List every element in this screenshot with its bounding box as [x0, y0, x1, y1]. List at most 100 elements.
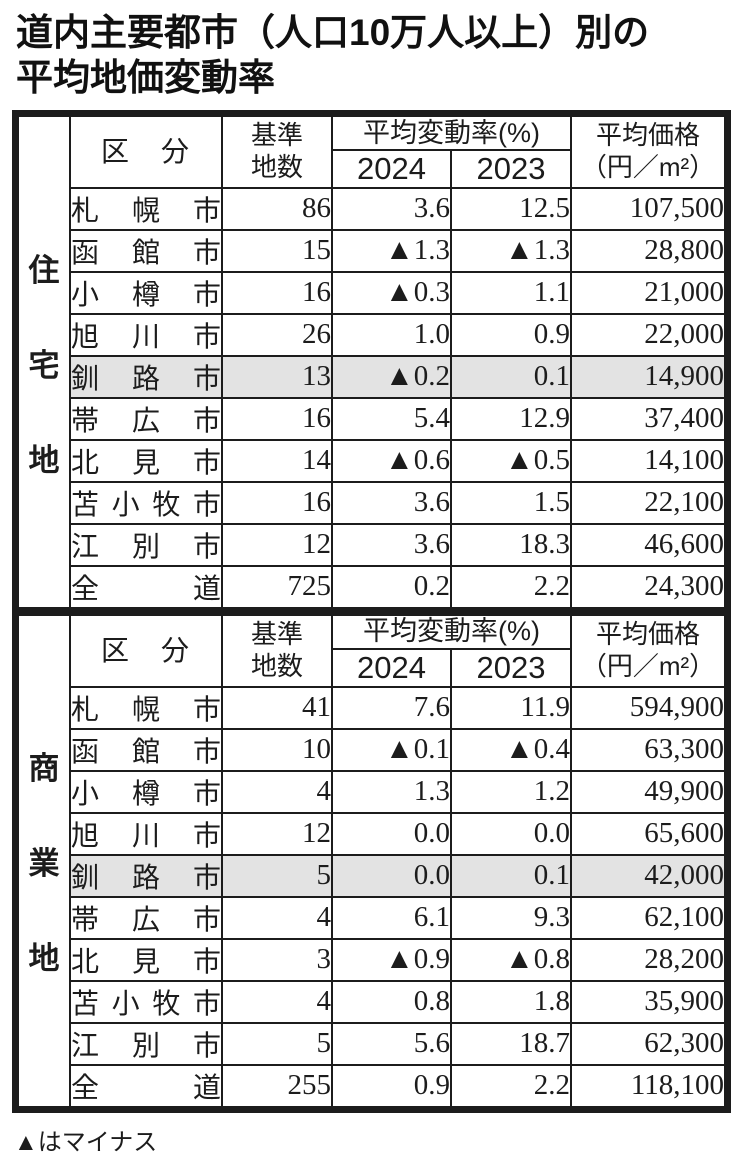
table-row: 旭川市 12 0.0 0.0 65,600 — [18, 811, 726, 856]
rate-2024-cell: 0.9 — [331, 1063, 452, 1108]
rate-2024-cell: 0.2 — [331, 564, 452, 609]
avg-price-line1: 平均価格 — [595, 618, 700, 649]
table-row: 小樽市 16 ▲0.3 1.1 21,000 — [18, 270, 726, 315]
table-header-row-1: 住宅地 区 分 基準 地数 平均変動率(%) 平均価格 （円／m²） — [17, 115, 726, 609]
section-label-cell: 商業地 — [17, 613, 71, 1108]
section-label-char: 地 — [28, 941, 60, 977]
table-row: 小樽市 4 1.3 1.2 49,900 — [18, 769, 726, 814]
newspaper-land-price-graphic: 道内主要都市（人口10万人以上）別の 平均地価変動率 住宅地 区 分 基準 地数 — [12, 10, 735, 1156]
section-label-char: 地 — [28, 442, 60, 478]
city-name-cell: 全道 — [69, 564, 223, 609]
avg-price-cell: 49,900 — [570, 769, 726, 814]
section-divider — [17, 608, 726, 614]
rate-2023-cell: ▲0.8 — [450, 937, 572, 982]
table-row: 函館市 10 ▲0.1 ▲0.4 63,300 — [18, 727, 726, 772]
rate-2023-cell: 12.5 — [450, 186, 572, 231]
column-header-2023: 2023 — [450, 647, 572, 688]
rate-2024-cell: ▲0.3 — [331, 270, 452, 315]
column-header-avg-price: 平均価格 （円／m²） — [570, 115, 726, 189]
rate-2024-cell: 0.0 — [331, 811, 452, 856]
city-name-cell: 北見市 — [69, 937, 223, 982]
table-row: 釧路市 13 ▲0.2 0.1 14,900 — [18, 354, 726, 399]
site-count-cell: 15 — [221, 228, 333, 273]
avg-price-cell: 22,000 — [570, 312, 726, 357]
city-name-cell: 釧路市 — [69, 853, 223, 898]
site-count-cell: 14 — [221, 438, 333, 483]
city-name-cell: 全道 — [69, 1063, 223, 1108]
table-header-row-1: 商業地 区 分 基準 地数 平均変動率(%) 平均価格 （円／m²） — [17, 613, 726, 1108]
city-name-cell: 小樽市 — [69, 769, 223, 814]
avg-price-cell: 62,300 — [570, 1021, 726, 1066]
section-label-char: 住 — [28, 252, 60, 288]
table-row: 帯広市 4 6.1 9.3 62,100 — [18, 895, 726, 940]
rate-2023-cell: 0.1 — [450, 853, 572, 898]
page-title: 道内主要都市（人口10万人以上）別の 平均地価変動率 — [16, 10, 735, 100]
rate-2024-cell: ▲0.1 — [331, 727, 452, 772]
table-row: 苫小牧市 4 0.8 1.8 35,900 — [18, 979, 726, 1024]
rate-2023-cell: ▲0.4 — [450, 727, 572, 772]
table-row: 全道 255 0.9 2.2 118,100 — [18, 1063, 726, 1108]
table-header-row-2: 2024 2023 — [18, 149, 725, 189]
site-count-cell: 12 — [221, 522, 333, 567]
site-count-line1: 基準 — [250, 618, 303, 649]
site-count-cell: 4 — [221, 769, 333, 814]
site-count-line2: 地数 — [250, 152, 303, 183]
column-header-category: 区 分 — [69, 613, 223, 688]
table-header-row-2: 2024 2023 — [18, 647, 725, 688]
site-count-cell: 3 — [221, 937, 333, 982]
avg-price-cell: 24,300 — [570, 564, 726, 609]
rate-2024-cell: 0.0 — [331, 853, 452, 898]
rate-2023-cell: ▲1.3 — [450, 228, 572, 273]
table-row: 江別市 5 5.6 18.7 62,300 — [18, 1021, 726, 1066]
site-count-line1: 基準 — [250, 120, 303, 151]
section-label-char: 宅 — [28, 347, 60, 383]
rate-2023-cell: 11.9 — [450, 685, 572, 730]
site-count-cell: 12 — [221, 811, 333, 856]
column-header-site-count: 基準 地数 — [221, 613, 333, 688]
site-count-cell: 86 — [221, 186, 333, 231]
site-count-cell: 5 — [221, 853, 333, 898]
table-row: 釧路市 5 0.0 0.1 42,000 — [18, 853, 726, 898]
avg-price-line2: （円／m²） — [580, 152, 716, 183]
title-line-1: 道内主要都市（人口10万人以上）別の — [16, 12, 650, 53]
table-row: 函館市 15 ▲1.3 ▲1.3 28,800 — [18, 228, 726, 273]
city-name-cell: 函館市 — [69, 228, 223, 273]
site-count-cell: 41 — [221, 685, 333, 730]
site-count-cell: 13 — [221, 354, 333, 399]
column-header-2023: 2023 — [450, 149, 572, 189]
title-line-2: 平均地価変動率 — [16, 57, 275, 99]
section-label-commercial: 商業地 — [20, 743, 68, 978]
city-name-cell: 帯広市 — [69, 895, 223, 940]
commercial-land-table: 商業地 区 分 基準 地数 平均変動率(%) 平均価格 （円／m²） 2024 — [17, 613, 726, 1108]
column-header-change-rate: 平均変動率(%) — [331, 613, 572, 650]
table-row: 札幌市 41 7.6 11.9 594,900 — [18, 685, 726, 730]
column-header-2024: 2024 — [331, 647, 452, 688]
avg-price-cell: 28,200 — [570, 937, 726, 982]
table-row: 北見市 14 ▲0.6 ▲0.5 14,100 — [18, 438, 726, 483]
rate-2024-cell: 5.6 — [331, 1021, 452, 1066]
city-name-cell: 小樽市 — [69, 270, 223, 315]
city-name-cell: 釧路市 — [69, 354, 223, 399]
site-count-cell: 255 — [221, 1063, 333, 1108]
avg-price-cell: 35,900 — [570, 979, 726, 1024]
avg-price-cell: 594,900 — [570, 685, 726, 730]
rate-2024-cell: 6.1 — [331, 895, 452, 940]
city-name-cell: 苫小牧市 — [69, 480, 223, 525]
table-row: 江別市 12 3.6 18.3 46,600 — [18, 522, 726, 567]
site-count-line2: 地数 — [250, 650, 303, 681]
rate-2024-cell: 3.6 — [331, 522, 452, 567]
city-name-cell: 函館市 — [69, 727, 223, 772]
rate-2024-cell: ▲0.2 — [331, 354, 452, 399]
rate-2024-cell: 3.6 — [331, 186, 452, 231]
column-header-2024: 2024 — [331, 149, 452, 189]
site-count-cell: 4 — [221, 979, 333, 1024]
section-label-cell: 住宅地 — [17, 115, 71, 609]
rate-2024-cell: 3.6 — [331, 480, 452, 525]
rate-2024-cell: 1.0 — [331, 312, 452, 357]
avg-price-cell: 14,900 — [570, 354, 726, 399]
table-row: 北見市 3 ▲0.9 ▲0.8 28,200 — [18, 937, 726, 982]
rate-2023-cell: 18.7 — [450, 1021, 572, 1066]
column-header-avg-price: 平均価格 （円／m²） — [570, 613, 726, 688]
rate-2023-cell: 18.3 — [450, 522, 572, 567]
footnote-negative-marker: ▲はマイナス — [14, 1128, 158, 1156]
